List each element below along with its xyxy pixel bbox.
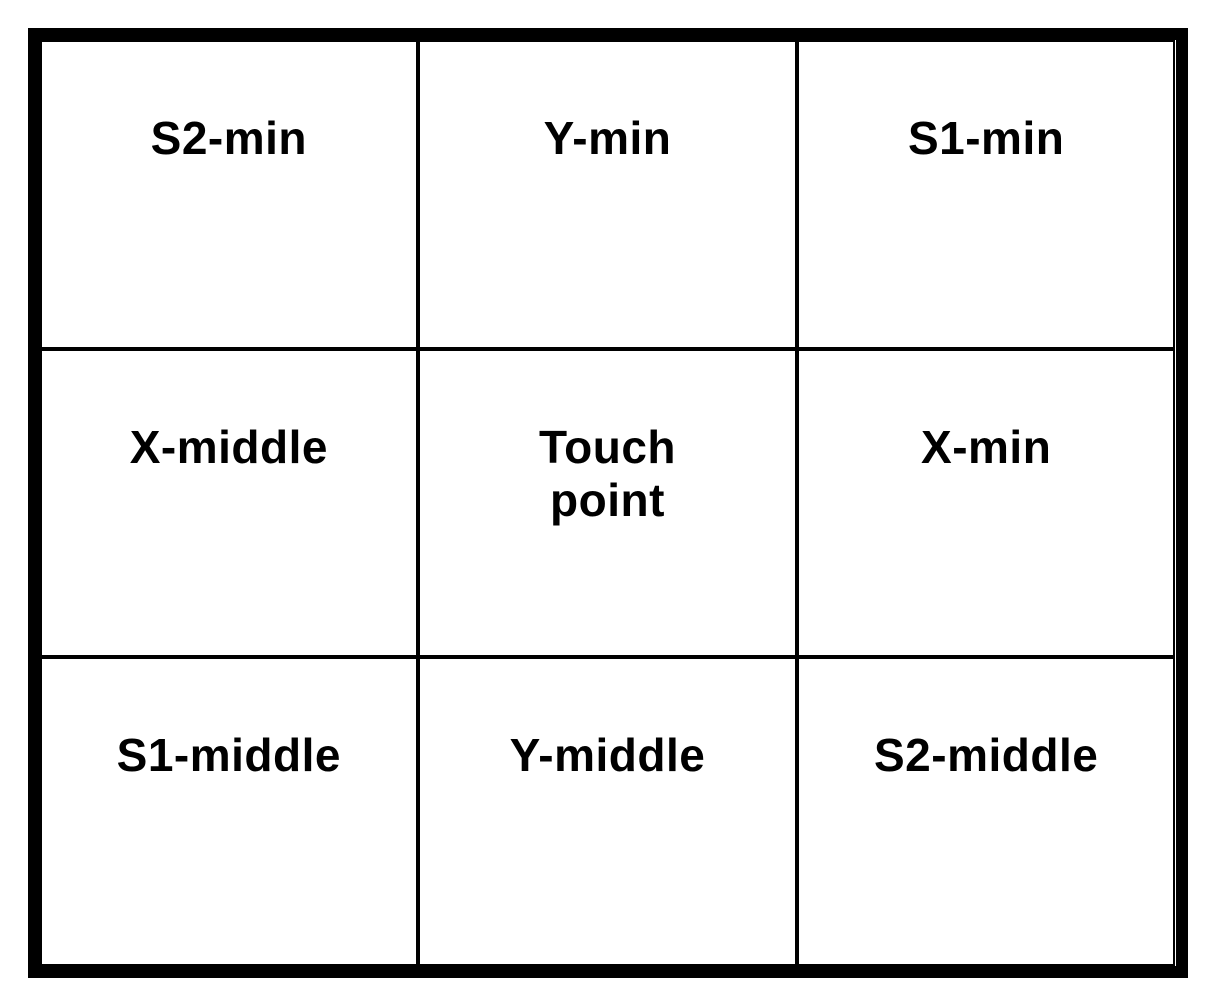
- cell-label: S1-min: [908, 112, 1064, 165]
- cell-0-2: S1-min: [797, 40, 1176, 349]
- cell-2-1: Y-middle: [418, 657, 797, 966]
- cell-0-0: S2-min: [40, 40, 419, 349]
- cell-label: X-middle: [130, 421, 328, 474]
- cell-label: Touch point: [539, 421, 676, 527]
- grid-table: S2-min Y-min S1-min X-middle Touch point…: [28, 28, 1188, 978]
- cell-label: Y-min: [544, 112, 672, 165]
- cell-label: X-min: [921, 421, 1051, 474]
- cell-0-1: Y-min: [418, 40, 797, 349]
- cell-label: S2-middle: [874, 729, 1098, 782]
- cell-1-2: X-min: [797, 349, 1176, 658]
- cell-2-0: S1-middle: [40, 657, 419, 966]
- cell-label: Y-middle: [510, 729, 706, 782]
- cell-1-0: X-middle: [40, 349, 419, 658]
- cell-label: S1-middle: [117, 729, 341, 782]
- cell-2-2: S2-middle: [797, 657, 1176, 966]
- cell-label: S2-min: [151, 112, 307, 165]
- cell-1-1: Touch point: [418, 349, 797, 658]
